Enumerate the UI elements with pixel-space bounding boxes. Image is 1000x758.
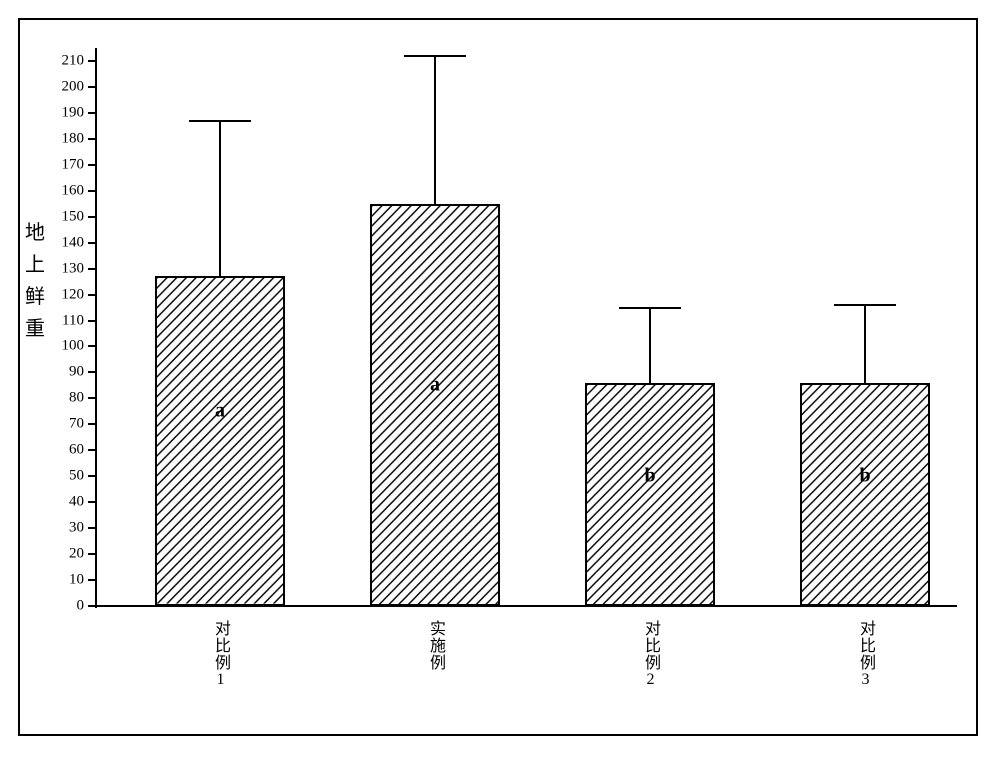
bar-significance-label: b	[644, 465, 655, 488]
x-category-label: 对比例2	[638, 620, 662, 689]
y-tick	[88, 268, 96, 270]
y-tick-label: 40	[0, 494, 84, 511]
y-tick	[88, 605, 96, 607]
y-tick-label: 10	[0, 572, 84, 589]
y-tick	[88, 164, 96, 166]
x-category-label: 对比例3	[853, 620, 877, 689]
y-axis	[95, 48, 97, 608]
bar-significance-label: a	[430, 374, 440, 397]
y-axis-title: 地上鲜重	[24, 217, 46, 345]
y-tick	[88, 449, 96, 451]
error-bar	[219, 121, 221, 277]
y-tick	[88, 138, 96, 140]
y-tick	[88, 190, 96, 192]
y-tick	[88, 294, 96, 296]
error-cap	[189, 120, 251, 122]
bar	[155, 276, 285, 606]
y-tick-label: 0	[0, 598, 84, 615]
y-tick	[88, 527, 96, 529]
y-tick-label: 80	[0, 390, 84, 407]
y-tick-label: 60	[0, 442, 84, 459]
error-cap	[404, 55, 466, 57]
y-tick	[88, 475, 96, 477]
error-bar	[649, 308, 651, 383]
x-category-label: 实施例	[423, 620, 447, 671]
y-tick	[88, 397, 96, 399]
y-tick-label: 190	[0, 104, 84, 121]
y-tick	[88, 423, 96, 425]
bar-significance-label: b	[859, 465, 870, 488]
y-tick	[88, 501, 96, 503]
y-tick	[88, 320, 96, 322]
error-bar	[864, 305, 866, 383]
y-tick-label: 50	[0, 468, 84, 485]
bar-significance-label: a	[215, 400, 225, 423]
x-category-label: 对比例1	[208, 620, 232, 689]
y-tick	[88, 86, 96, 88]
y-tick	[88, 112, 96, 114]
y-tick-label: 210	[0, 52, 84, 69]
y-tick	[88, 345, 96, 347]
error-cap	[619, 307, 681, 309]
bar	[800, 383, 930, 606]
bar	[370, 204, 500, 606]
y-tick-label: 90	[0, 364, 84, 381]
y-tick	[88, 553, 96, 555]
error-cap	[834, 304, 896, 306]
y-tick-label: 180	[0, 130, 84, 147]
y-tick-label: 70	[0, 416, 84, 433]
y-tick-label: 200	[0, 78, 84, 95]
y-tick	[88, 579, 96, 581]
bar	[585, 383, 715, 606]
y-tick-label: 30	[0, 520, 84, 537]
y-tick	[88, 216, 96, 218]
y-tick	[88, 242, 96, 244]
y-tick	[88, 60, 96, 62]
y-tick-label: 170	[0, 156, 84, 173]
y-tick	[88, 371, 96, 373]
y-tick-label: 160	[0, 182, 84, 199]
y-tick-label: 20	[0, 546, 84, 563]
error-bar	[434, 56, 436, 204]
